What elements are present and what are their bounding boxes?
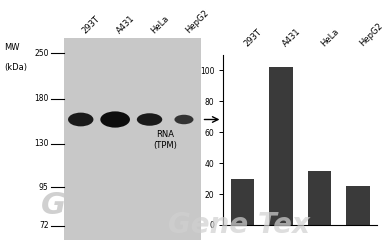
Text: HepG2: HepG2 — [358, 22, 385, 48]
Bar — [231, 179, 254, 225]
Ellipse shape — [100, 111, 130, 128]
Text: 72: 72 — [39, 221, 49, 230]
Text: Gene Tex: Gene Tex — [168, 211, 310, 239]
Text: (kDa): (kDa) — [4, 63, 27, 72]
Text: RNA
(TPM): RNA (TPM) — [153, 130, 177, 150]
Ellipse shape — [137, 113, 162, 126]
Text: HeLa: HeLa — [320, 27, 341, 48]
Text: 250: 250 — [34, 49, 49, 58]
Text: Desmoglein 2: Desmoglein 2 — [224, 115, 283, 124]
Text: 95: 95 — [39, 183, 49, 192]
Text: MW: MW — [4, 43, 20, 52]
Ellipse shape — [174, 115, 194, 124]
Text: HepG2: HepG2 — [184, 8, 211, 35]
Text: A431: A431 — [115, 13, 137, 35]
Text: 130: 130 — [34, 140, 49, 148]
Text: 293T: 293T — [243, 27, 264, 48]
Text: 180: 180 — [34, 94, 49, 103]
Text: A431: A431 — [281, 26, 303, 48]
Bar — [346, 186, 370, 225]
Bar — [269, 67, 293, 225]
Ellipse shape — [68, 112, 94, 126]
Bar — [64, 38, 201, 240]
Text: HeLa: HeLa — [149, 14, 171, 35]
Bar — [308, 171, 331, 225]
Text: 293T: 293T — [81, 14, 102, 35]
Text: GeneT: GeneT — [41, 190, 150, 220]
